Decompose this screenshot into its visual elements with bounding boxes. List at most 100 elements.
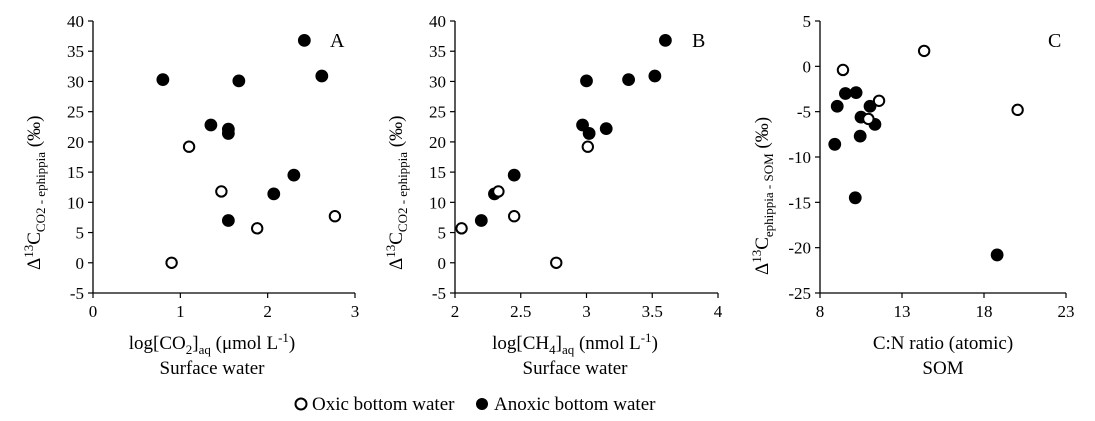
panel-b-oxic-point (581, 140, 595, 153)
panel-b-letter: B (692, 30, 705, 52)
panel-b-y-tick-label: 30 (429, 72, 446, 91)
panel-a-x-tick-label: 0 (89, 302, 98, 321)
legend-anoxic-label: Anoxic bottom water (494, 394, 656, 415)
panel-b-anoxic-point (576, 118, 589, 132)
panel-c-y-tick-label: -25 (788, 284, 811, 303)
panel-c-letter: C (1048, 30, 1061, 52)
panel-b-anoxic-point (582, 127, 596, 140)
panel-b: 2 2.5 3 3.5 4 -5 0 5 10 15 20 25 30 35 40 B Δ13CCO2 - … (383, 12, 723, 379)
panel-c-anoxic-point (848, 191, 862, 205)
panel-b-oxic-point (492, 185, 505, 198)
panel-b-anoxic-point (599, 122, 613, 135)
panel-a-anoxic-point (221, 127, 235, 140)
panel-b-marks: 2 2.5 3 3.5 4 -5 0 5 10 15 20 25 30 35 40 (429, 12, 723, 321)
legend-anoxic-marker (476, 398, 488, 410)
panel-a-anoxic-point (315, 69, 329, 83)
panel-b-y-tick-label: 10 (429, 193, 446, 212)
panel-b-x-tick-label: 4 (714, 302, 723, 321)
panel-c-y-tick-label: 0 (803, 57, 812, 76)
panel-c-xlabel: C:N ratio (atomic) (873, 333, 1013, 354)
panel-c-anoxic-point (990, 248, 1004, 262)
panel-c-anoxic-point (853, 129, 867, 143)
panel-a-y-tick-label: 0 (76, 254, 85, 273)
panel-a-y-tick-label: 25 (67, 103, 84, 122)
panel-b-y-tick-label: 20 (429, 133, 446, 152)
legend-oxic-marker (294, 397, 308, 411)
panel-c-y-tick-label: -5 (797, 103, 811, 122)
panel-c-x-tick-label: 13 (894, 302, 911, 321)
panel-c-y-tick-label: -10 (788, 148, 811, 167)
panel-c-anoxic-point (863, 99, 877, 113)
panel-c-oxic-point (836, 63, 850, 77)
panel-c-marks: 8 13 18 23 -25 -20 -15 -10 -5 0 5 (788, 12, 1074, 321)
panel-b-y-tick-label: 5 (438, 224, 447, 243)
panel-c-anoxic-point (828, 137, 842, 151)
panel-c-anoxic-point (839, 87, 852, 100)
panel-a-xlabel2: Surface water (160, 358, 266, 379)
panel-b-oxic-point (550, 256, 563, 269)
panel-c-oxic-point (917, 44, 931, 58)
panel-c-ylabel: Δ13Cephippia - SOM (‰) (749, 117, 776, 275)
panel-a-xlabel: log[CO2]aq (μmol L-1) (129, 330, 295, 357)
panel-b-anoxic-point (474, 214, 488, 227)
panel-a-oxic-point (215, 185, 228, 198)
panel-a-anoxic-point (221, 214, 235, 227)
panel-b-anoxic-point (622, 73, 635, 87)
panel-b-xlabel2: Surface water (523, 358, 629, 379)
panel-b-y-tick-label: 0 (438, 254, 447, 273)
legend-oxic-label: Oxic bottom water (312, 394, 455, 415)
panel-c-oxic-point (1011, 103, 1024, 117)
panel-b-y-tick-label: 40 (429, 12, 446, 31)
panel-b-y-tick-label: 35 (429, 42, 446, 61)
panel-a-y-tick-label: 30 (67, 72, 84, 91)
panel-b-oxic-point (455, 222, 468, 235)
panel-c-x-tick-label: 23 (1058, 302, 1075, 321)
panel-a-letter: A (330, 30, 345, 52)
panel-a-oxic-point (328, 210, 342, 223)
panel-c-anoxic-point (849, 86, 863, 100)
legend: Oxic bottom water Anoxic bottom water (294, 394, 656, 415)
panel-a-y-tick-label: 10 (67, 193, 84, 212)
panel-a-anoxic-point (232, 74, 246, 88)
panel-c-xlabel2: SOM (922, 358, 963, 379)
panel-a-anoxic-point (287, 168, 301, 182)
panel-a-anoxic-point (156, 73, 170, 87)
panel-a-y-tick-label: 15 (67, 163, 84, 182)
panel-a-oxic-point (182, 140, 196, 153)
panel-b-y-tick-label: -5 (432, 284, 446, 303)
panel-a-y-tick-label: 35 (67, 42, 84, 61)
panel-b-x-tick-label: 3.5 (642, 302, 663, 321)
panel-c-oxic-point (862, 112, 875, 126)
panel-a-anoxic-point (297, 33, 311, 47)
panel-a-anoxic-point (204, 118, 218, 132)
panel-b-x-tick-label: 2 (451, 302, 460, 321)
panel-b-anoxic-point (507, 168, 521, 182)
panel-b-y-tick-label: 15 (429, 163, 446, 182)
panel-b-ylabel: Δ13CCO2 - ephippia (‰) (383, 116, 410, 270)
panel-a-y-tick-label: -5 (70, 284, 84, 303)
panel-c-anoxic-point (830, 99, 844, 113)
panel-a-x-tick-label: 3 (351, 302, 360, 321)
panel-b-oxic-point (507, 210, 521, 223)
panel-a-oxic-point (165, 256, 178, 269)
panel-a-y-tick-label: 40 (67, 12, 84, 31)
panel-b-anoxic-point (648, 69, 662, 83)
panel-c-oxic-point (872, 94, 886, 107)
panel-a-anoxic-point (267, 187, 281, 201)
panel-a-oxic-point (250, 222, 264, 235)
panel-a-x-tick-label: 1 (176, 302, 185, 321)
panel-b-x-tick-label: 3 (582, 302, 591, 321)
panel-a-y-tick-label: 5 (76, 224, 85, 243)
panel-c-x-tick-label: 8 (816, 302, 825, 321)
panel-c-y-tick-label: -20 (788, 239, 811, 258)
panel-a: 0 1 2 3 -5 0 5 10 15 20 25 30 35 40 A Δ13CCO2 - ephip… (21, 12, 359, 379)
panel-c: 8 13 18 23 -25 -20 -15 -10 -5 0 5 C Δ13Cephippia -… (749, 12, 1075, 379)
panel-b-anoxic-point (659, 33, 672, 47)
panel-a-x-tick-label: 2 (263, 302, 272, 321)
panel-b-x-tick-label: 2.5 (510, 302, 531, 321)
panel-a-y-tick-label: 20 (67, 133, 84, 152)
panel-b-anoxic-point (580, 74, 593, 88)
panel-c-y-tick-label: 5 (803, 12, 812, 31)
panel-b-xlabel: log[CH4]aq (nmol L-1) (492, 330, 658, 357)
